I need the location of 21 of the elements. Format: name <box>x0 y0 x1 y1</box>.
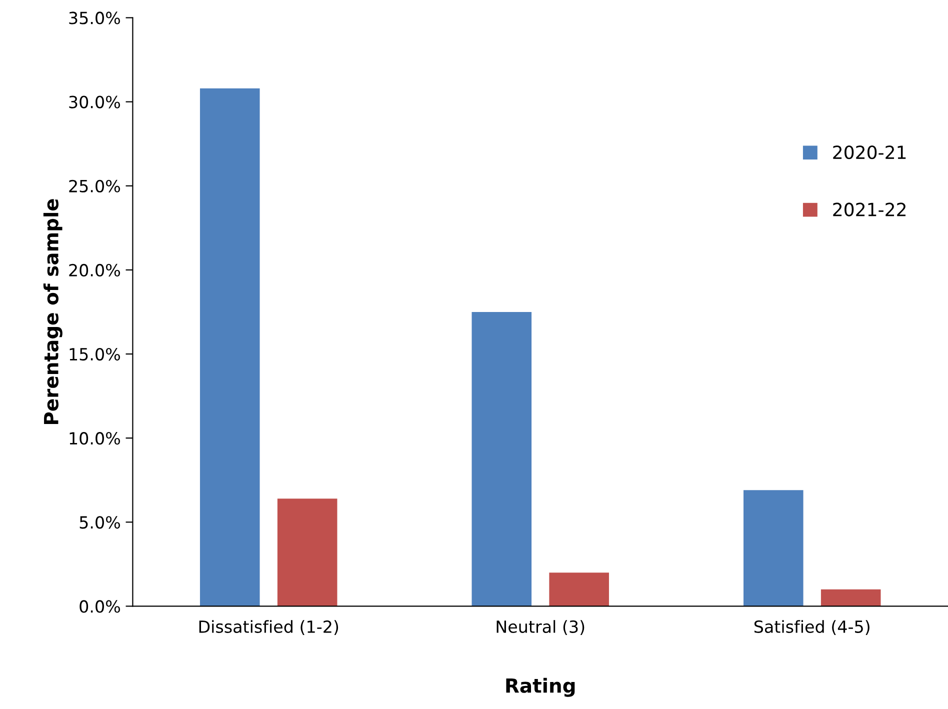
bar <box>277 498 338 606</box>
bar <box>549 572 609 606</box>
x-tick-label: Satisfied (4-5) <box>754 620 870 635</box>
y-tick-label: 10.0% <box>70 432 120 445</box>
x-tick-label: Neutral (3) <box>496 620 584 635</box>
y-tick-label: 5.0% <box>80 516 120 529</box>
bar <box>820 589 881 606</box>
y-tick-label: 25.0% <box>69 180 120 192</box>
bar <box>472 312 532 606</box>
y-tick-label: 15.0% <box>70 348 120 361</box>
y-tick-label: 35.0% <box>69 12 120 24</box>
legend-label: 2020-21 <box>833 145 906 160</box>
x-axis-title: Rating <box>506 678 575 697</box>
bar <box>744 490 804 606</box>
bar <box>200 88 260 606</box>
y-tick-label: 30.0% <box>69 96 120 108</box>
y-axis-title: Perentage of sample <box>43 199 62 424</box>
x-tick-label: Dissatisfied (1-2) <box>199 620 338 635</box>
legend-label: 2021-22 <box>833 202 906 216</box>
y-tick-label: 20.0% <box>69 264 120 276</box>
y-tick-label: 0.0% <box>80 600 120 613</box>
